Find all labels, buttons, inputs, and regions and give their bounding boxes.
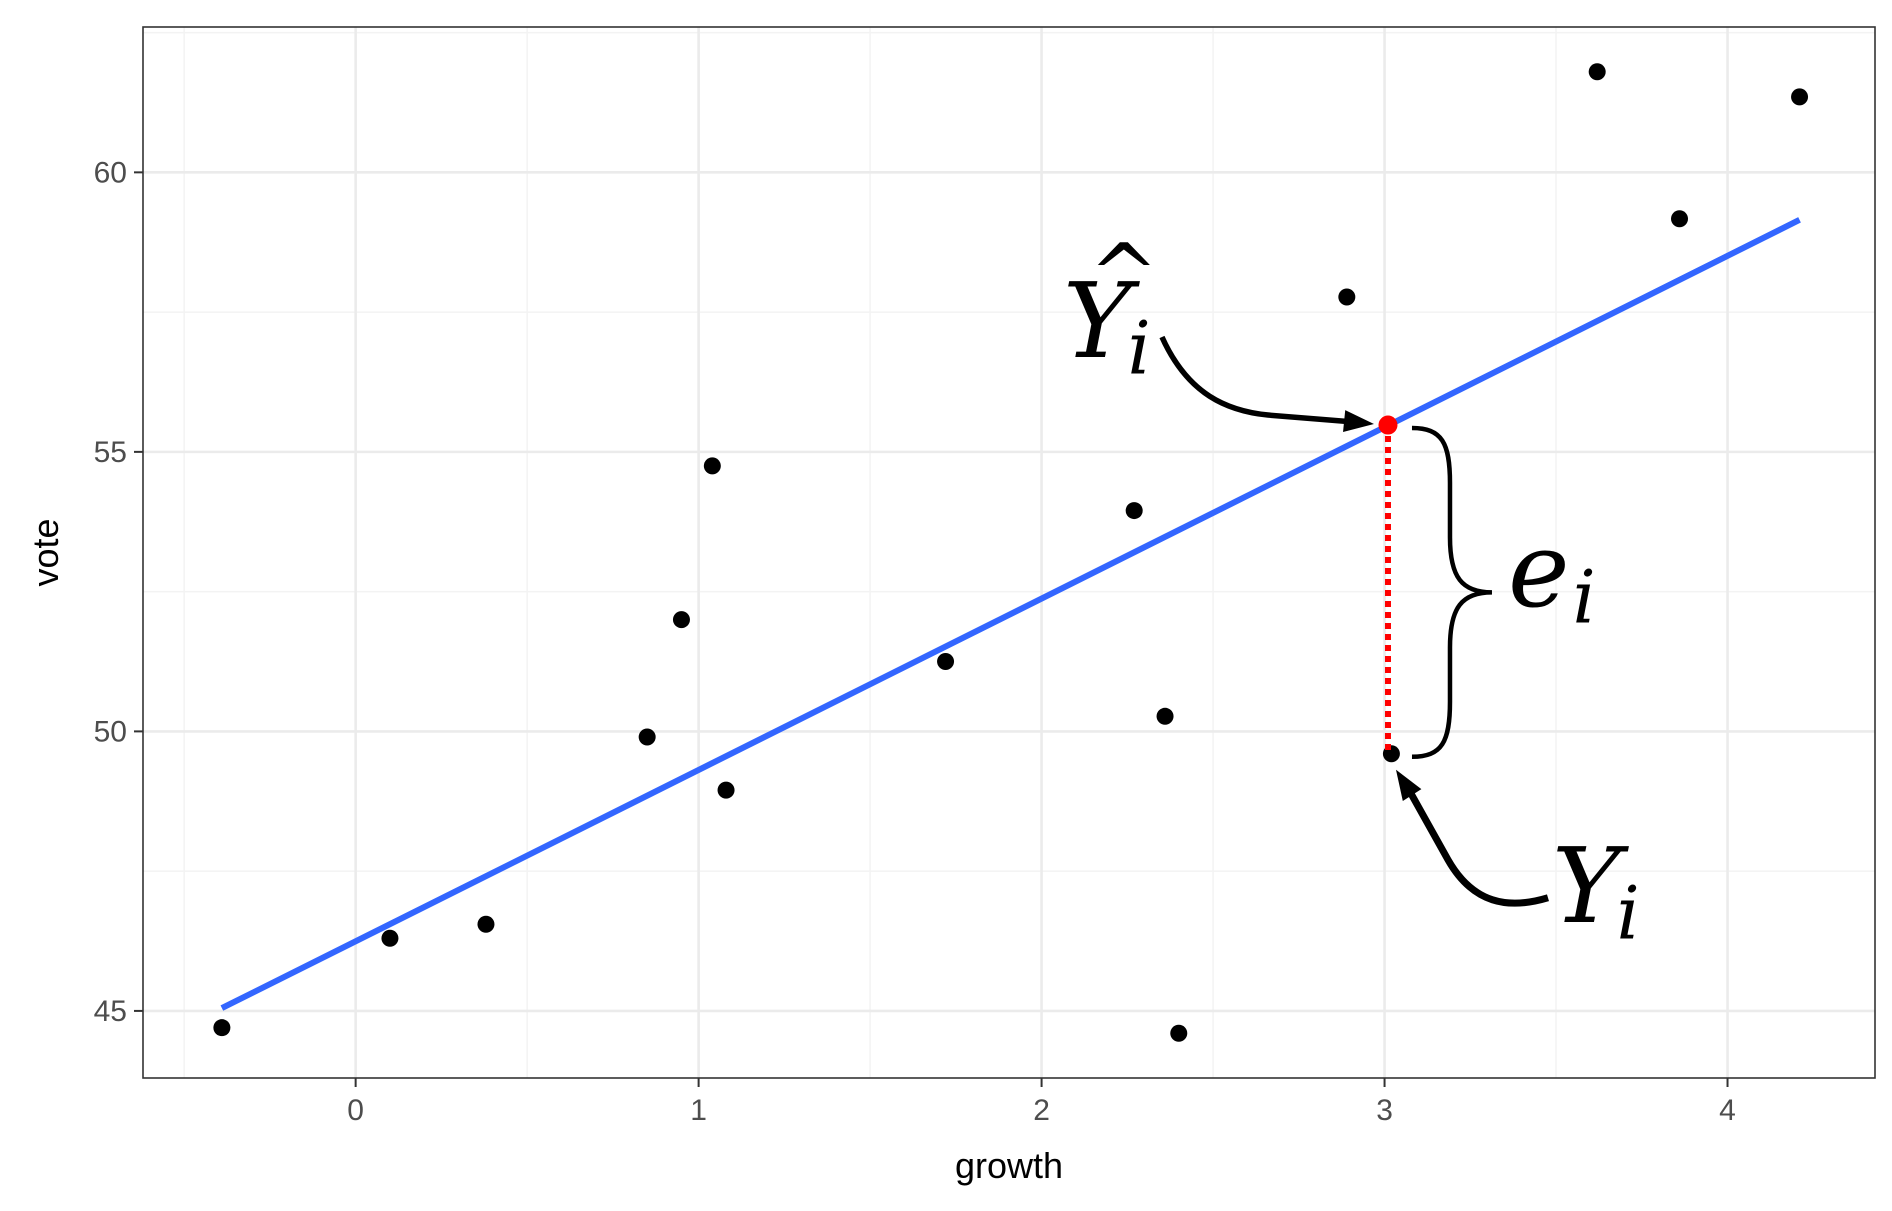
fitted-value-label-base: Y (1063, 260, 1140, 382)
y-tick-label: 45 (94, 995, 127, 1028)
x-tick-label: 3 (1376, 1094, 1393, 1127)
axis-ticks: 0 1 2 3 4 45 50 55 60 (94, 156, 1736, 1127)
data-point-0 (213, 1019, 231, 1037)
fitted-point (1378, 415, 1398, 435)
fitted-regression-line (220, 217, 1801, 1011)
data-point-9 (1156, 707, 1174, 725)
x-tick-label: 0 (347, 1094, 364, 1127)
y-axis-title: vote (25, 518, 66, 586)
fitted-arrowhead (1343, 410, 1374, 432)
data-point-2 (477, 915, 495, 933)
major-gridlines (143, 27, 1875, 1078)
observed-value-label-subscript: i (1616, 872, 1639, 957)
fit-line-layer (220, 217, 1801, 1011)
data-point-10 (1170, 1024, 1188, 1042)
data-point-15 (1791, 88, 1809, 106)
observed-arrow (1406, 790, 1549, 907)
data-point-6 (717, 781, 735, 799)
residual-label-subscript: i (1572, 556, 1595, 641)
x-tick-label: 2 (1033, 1094, 1050, 1127)
data-point-7 (937, 653, 955, 671)
panel-border (142, 26, 1876, 1079)
data-points (213, 63, 1809, 1042)
fitted-value-label-hat: ^ (1089, 226, 1159, 323)
residual-brace (1411, 425, 1493, 760)
observed-value-label-base: Y (1552, 825, 1629, 947)
fitted-arrow (1159, 335, 1355, 425)
data-point-3 (638, 728, 656, 746)
y-tick-label: 55 (94, 436, 127, 469)
data-point-8 (1125, 502, 1143, 520)
minor-gridlines (143, 27, 1875, 1078)
data-point-14 (1671, 210, 1689, 228)
data-point-1 (381, 929, 399, 947)
x-tick-label: 1 (690, 1094, 707, 1127)
data-point-13 (1588, 63, 1606, 81)
observed-arrowhead (1395, 769, 1422, 801)
fitted-value-label-subscript: i (1127, 307, 1150, 392)
data-point-4 (672, 611, 690, 629)
fitted-value-label: Yi^ (1063, 226, 1159, 392)
data-point-5 (703, 457, 721, 475)
y-tick-label: 60 (94, 156, 127, 189)
x-axis-title: growth (955, 1145, 1063, 1186)
data-point-11 (1338, 288, 1356, 306)
y-tick-label: 50 (94, 715, 127, 748)
x-tick-label: 4 (1719, 1094, 1736, 1127)
annotation-layer: Yi^e iYi (1063, 226, 1640, 957)
residual-label-base: e (1508, 509, 1570, 631)
observed-value-label: Yi (1552, 825, 1640, 957)
